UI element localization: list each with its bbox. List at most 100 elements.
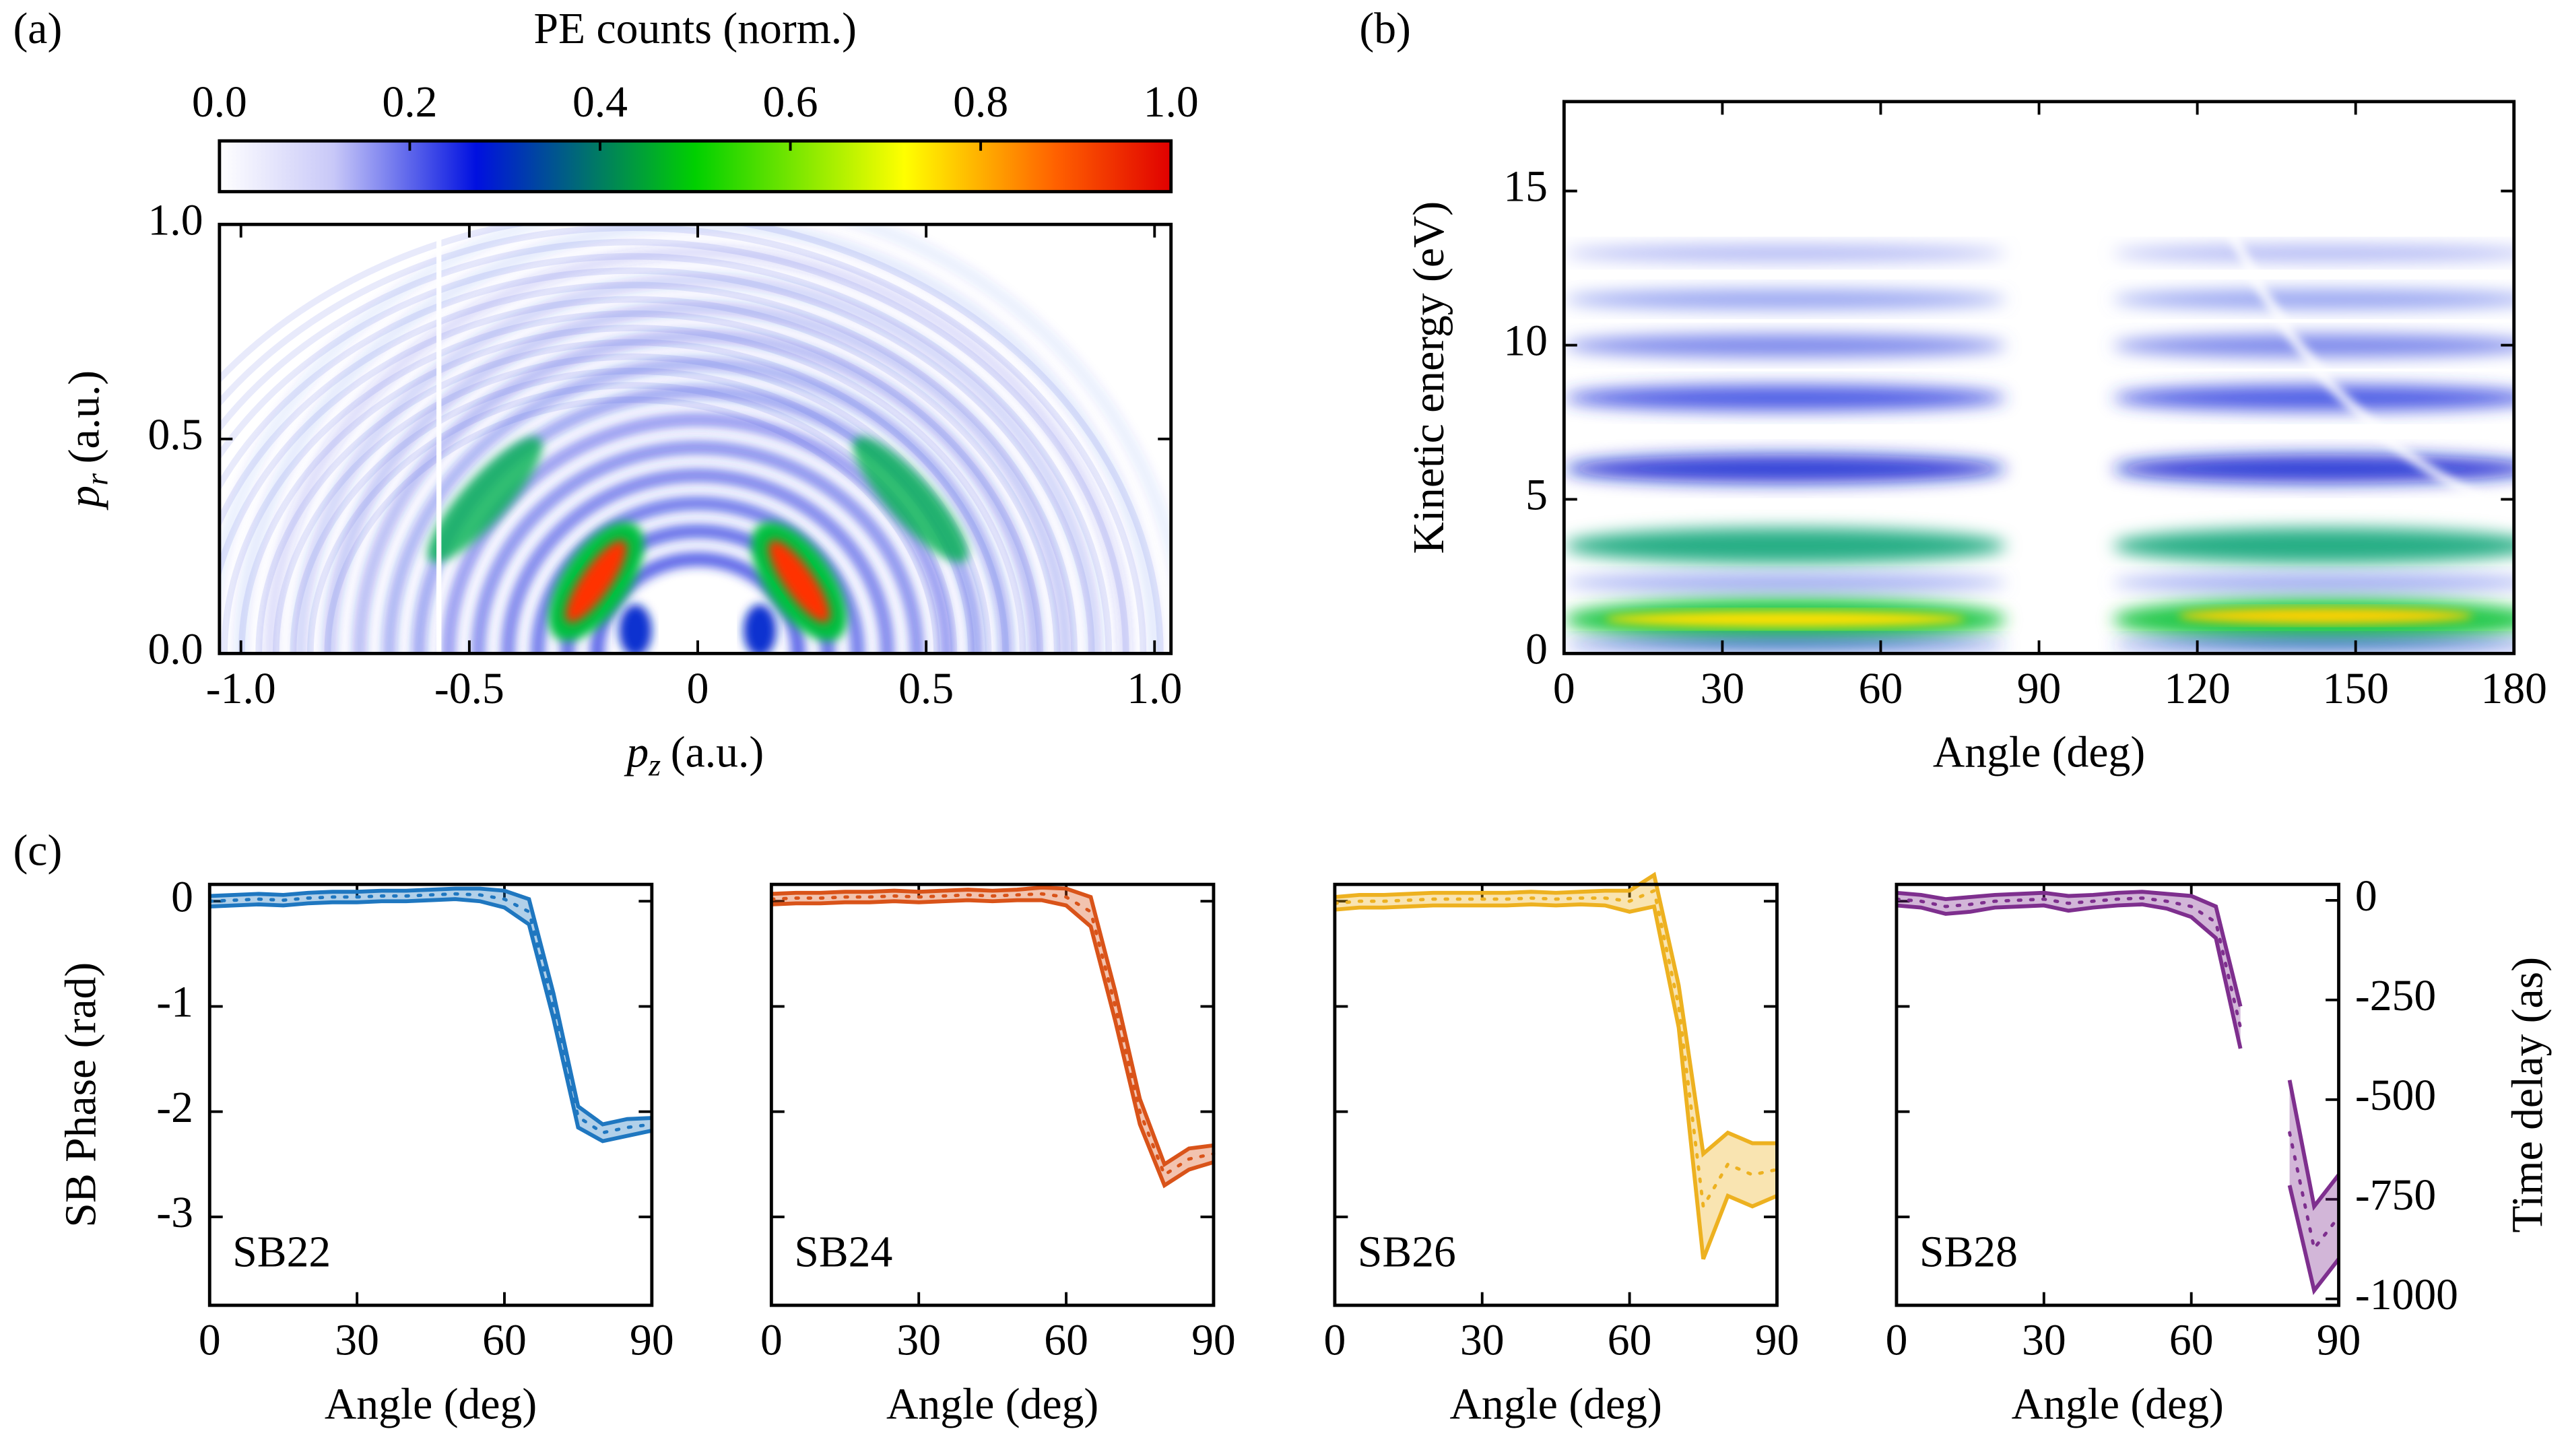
axis-label: Angle (deg) — [2012, 1379, 2224, 1428]
annotation: SB28 — [1919, 1227, 2018, 1276]
heatmap-band — [1564, 290, 2006, 310]
x-tick-label: 90 — [630, 1316, 674, 1365]
heatmap-streak — [2190, 129, 2514, 520]
colorbar-tick-label: 0.6 — [763, 77, 818, 127]
x-tick-label: -1.0 — [206, 664, 276, 713]
band-upper — [771, 885, 1214, 1168]
y-tick-label: 0 — [1525, 624, 1548, 673]
plot-frame — [218, 222, 1173, 655]
heatmap-band — [1564, 334, 2006, 358]
heatmap-fringe — [238, 325, 1026, 654]
band-lower — [1896, 902, 2340, 1295]
heatmap-band — [2113, 290, 2514, 310]
heatmap-fringe — [263, 244, 1133, 654]
heatmap-band — [1564, 637, 2006, 651]
heatmap-band — [2113, 527, 2514, 564]
error-band — [209, 888, 652, 1141]
x-tick-label: 60 — [1608, 1316, 1652, 1365]
panel-label: (c) — [13, 826, 62, 875]
heatmap-fringe — [219, 282, 1078, 654]
annotation: SB26 — [1358, 1227, 1456, 1276]
band-upper — [1334, 871, 1777, 1158]
x-tick-label: 0 — [1323, 1316, 1346, 1365]
heatmap-fringe — [255, 339, 1009, 654]
x-tick-label: 0 — [1886, 1316, 1908, 1365]
y-tick-label: 15 — [1503, 162, 1548, 211]
panel-label: (b) — [1359, 4, 1411, 53]
heatmap-band — [1564, 454, 2006, 484]
x-tick-label: 30 — [1460, 1316, 1505, 1365]
heatmap-fringe — [219, 267, 1095, 654]
heatmap-band — [2113, 454, 2514, 484]
x-tick-label: 0 — [687, 664, 709, 713]
x-tick-label: 90 — [2017, 664, 2062, 713]
y-tick-label: 1.0 — [147, 195, 203, 244]
annotation: SB22 — [232, 1227, 331, 1276]
x-tick-label: 60 — [1859, 664, 1903, 713]
heatmap-fringe — [560, 523, 836, 654]
plot-frame — [207, 882, 654, 1307]
heatmap-lobe — [427, 436, 543, 562]
heatmap-fringe — [382, 356, 1014, 654]
colorbar — [218, 139, 1173, 194]
axis-label: pr (a.u.) — [59, 370, 114, 510]
heatmap-image — [1564, 129, 2514, 651]
x-tick-label: 60 — [2169, 1316, 2214, 1365]
colorbar-tick-label: 0.0 — [192, 77, 247, 127]
colorbar-tick-label: 0.2 — [382, 77, 437, 127]
plot-frame — [769, 882, 1216, 1307]
axis-label: Angle (deg) — [1450, 1379, 1662, 1428]
heatmap-band — [1564, 244, 2006, 262]
y-tick-label: -1 — [156, 978, 193, 1027]
heatmap-band — [2113, 244, 2514, 262]
x-tick-label: 150 — [2322, 664, 2388, 713]
heatmap-band — [2113, 334, 2514, 358]
plot-frame — [1895, 882, 2340, 1307]
y-tick-label: 10 — [1503, 317, 1548, 366]
mean-line — [1333, 888, 1779, 1212]
heatmap-fringe — [221, 310, 1043, 654]
y-tick-label: -3 — [156, 1188, 193, 1237]
heatmap-fringe — [219, 296, 1061, 654]
x-tick-label: 0 — [199, 1316, 221, 1365]
y2-tick-label: 0 — [2355, 871, 2377, 921]
heatmap-fringe — [322, 300, 1073, 654]
heatmap-fringe — [411, 384, 984, 654]
heatmap-lobe — [768, 540, 830, 623]
axis-subscript: r — [79, 473, 114, 486]
x-tick-label: 30 — [1701, 664, 1745, 713]
colorbar-tick-label: 0.4 — [572, 77, 628, 127]
heatmap-lobe — [744, 604, 777, 654]
x-tick-label: 60 — [482, 1316, 527, 1365]
error-band — [771, 887, 1214, 1186]
heatmap-fringe — [352, 329, 1043, 654]
x-tick-label: 180 — [2481, 664, 2547, 713]
y-tick-label: -2 — [156, 1083, 193, 1132]
error-band — [1334, 875, 1777, 1259]
plot-frame — [1333, 882, 1779, 1307]
y2-tick-label: -250 — [2355, 971, 2436, 1020]
x-tick-label: 0 — [760, 1316, 783, 1365]
y-tick-label: 0.0 — [147, 624, 203, 673]
axis-unit: (a.u.) — [59, 370, 108, 463]
heatmap-fringe — [441, 412, 954, 654]
x-tick-label: 90 — [1191, 1316, 1236, 1365]
y-tick-label: 0.5 — [147, 410, 203, 459]
heatmap-band — [1564, 527, 2006, 564]
x-tick-label: 60 — [1044, 1316, 1088, 1365]
heatmap-lobe — [565, 540, 627, 623]
axis-symbol: p — [59, 486, 108, 510]
heatmap-fringe — [219, 224, 1147, 654]
y-tick-label: 0 — [171, 872, 193, 921]
x-tick-label: 90 — [2317, 1316, 2361, 1365]
mean-line — [207, 892, 654, 1135]
axis-subscript: z — [648, 748, 661, 782]
heatmap-image — [219, 224, 1171, 654]
mean-line — [769, 892, 1216, 1178]
heatmap-fringe — [273, 353, 992, 654]
heatmap-fringe — [219, 253, 1112, 654]
heatmap-band — [1605, 611, 1966, 628]
band-lower — [771, 898, 1214, 1189]
